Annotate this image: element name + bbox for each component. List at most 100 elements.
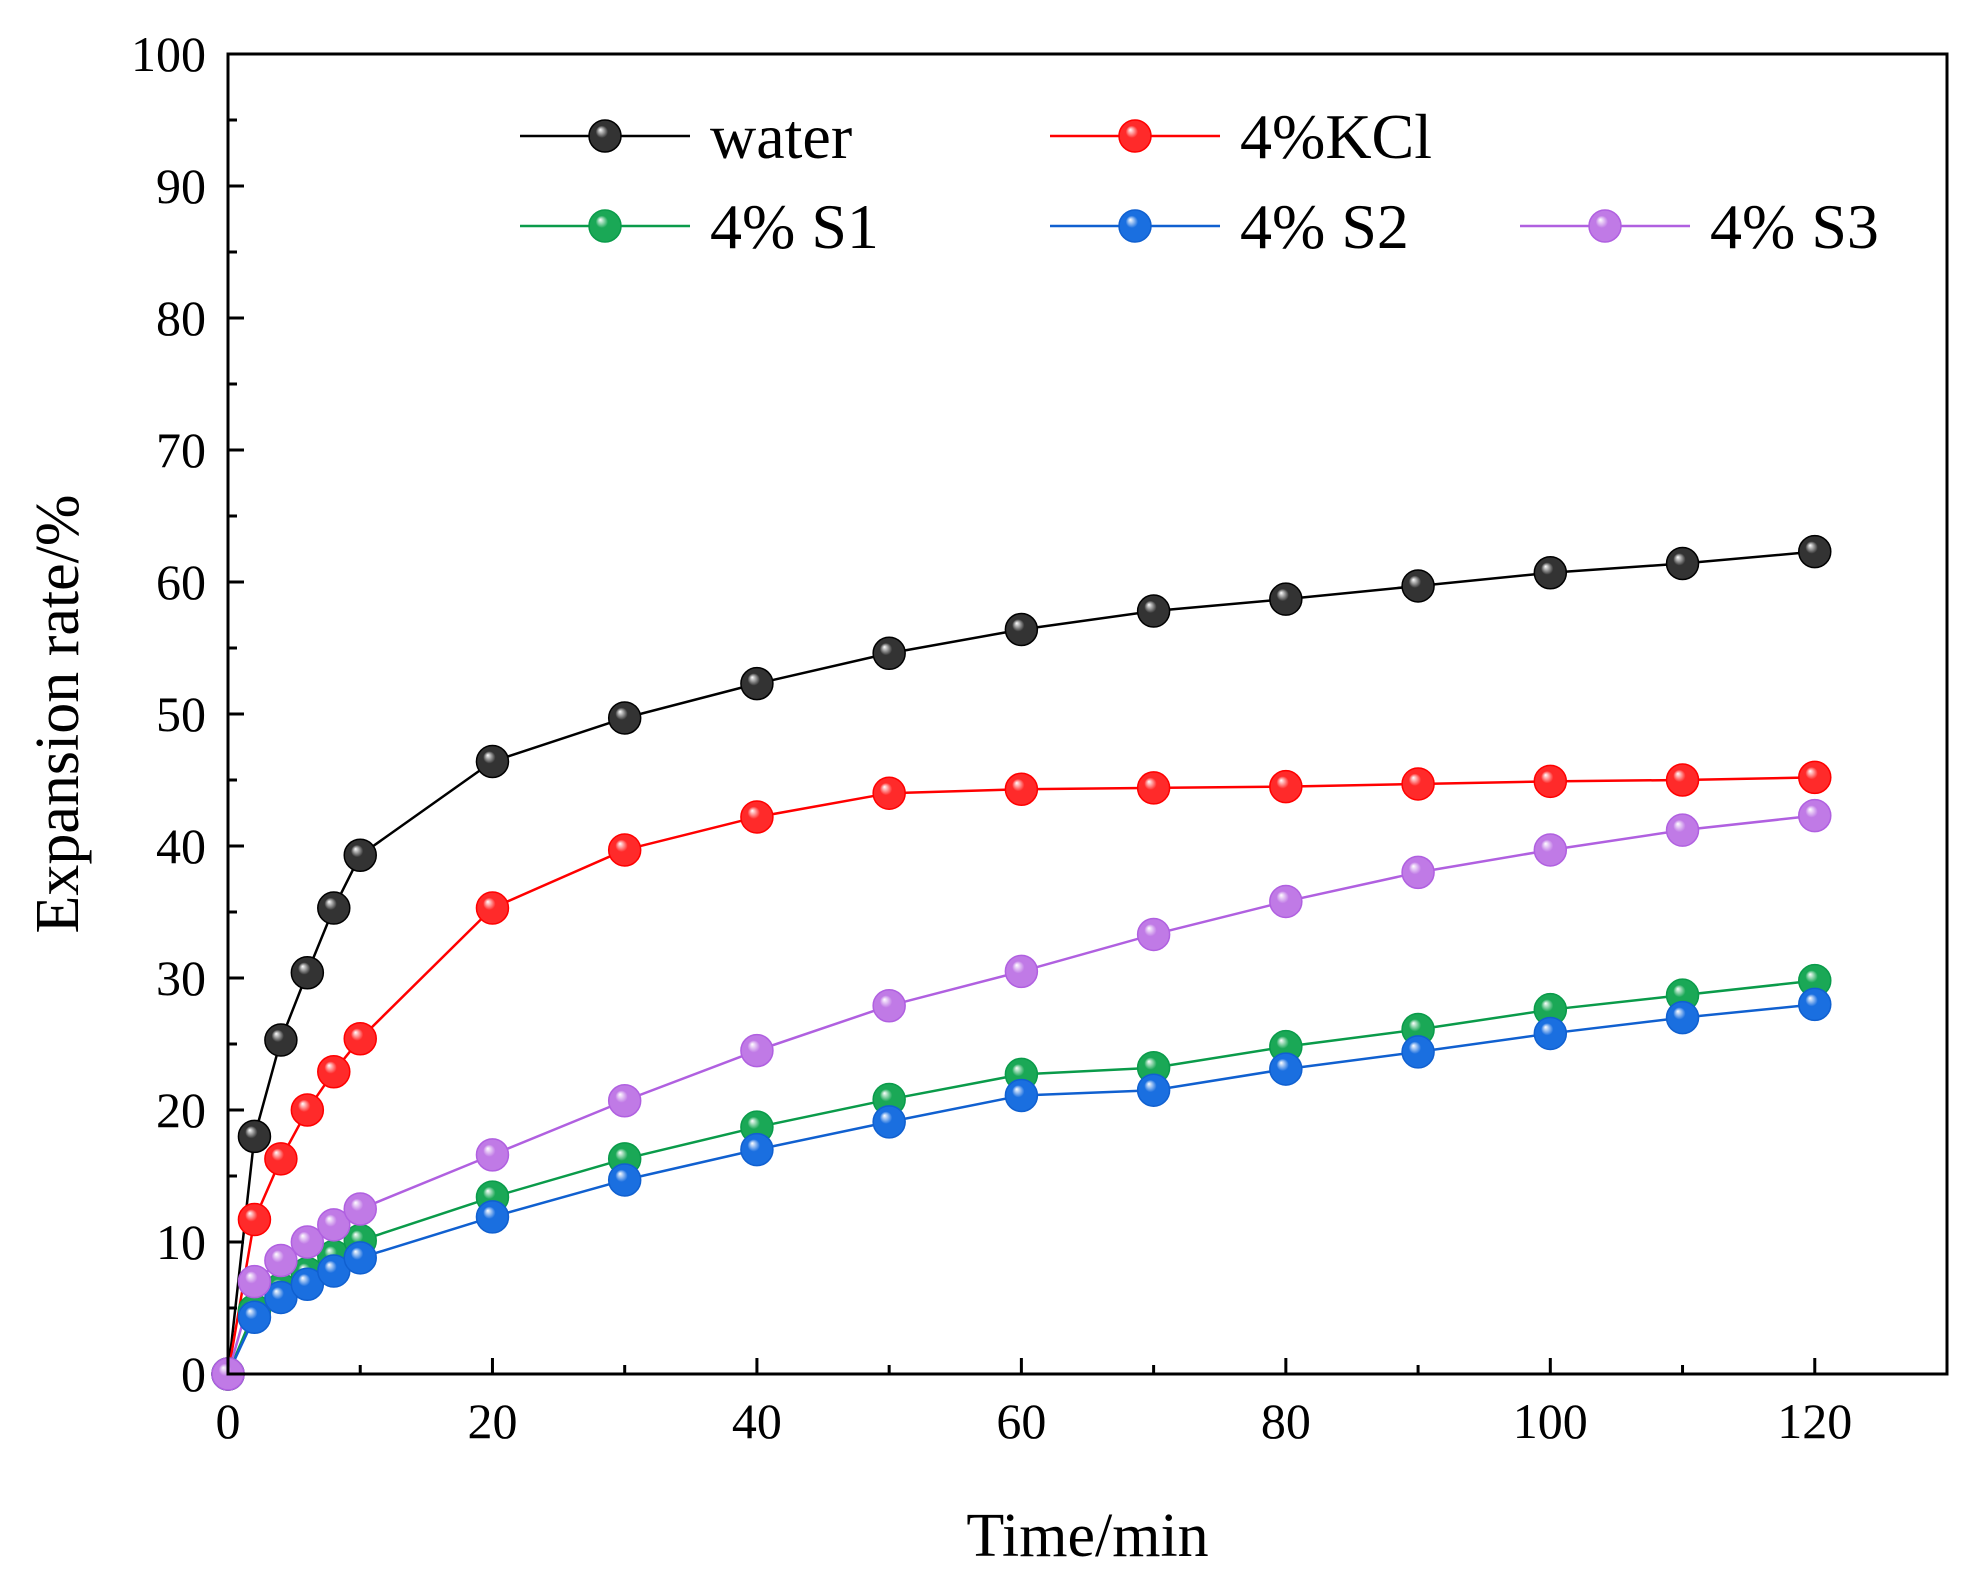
data-point [237,1300,272,1334]
series-line [226,979,1815,1375]
data-point [740,1033,774,1068]
y-tick-label: 80 [156,290,206,346]
legend-marker [1588,209,1622,243]
x-axis: 0 20 40 60 80 100 120 [216,1358,1852,1449]
data-point [290,955,325,990]
data-point [290,1225,325,1259]
data-point [290,1267,325,1301]
legend-marker [588,119,622,153]
data-point [237,1119,272,1154]
x-axis-title: Time/min [966,1502,1208,1570]
data-point [1665,813,1700,847]
data-point [607,833,642,867]
data-point [317,1254,351,1288]
legend: water 4%KCl 4% S1 4% S2 4% S3 [520,101,1879,262]
data-point [607,1163,642,1197]
y-tick-label: 0 [181,1346,206,1402]
data-point [1533,556,1568,590]
data-point [343,1192,377,1226]
y-tick-label: 30 [156,950,206,1006]
data-point [1269,769,1303,804]
data-point [1004,612,1039,647]
data-point [317,1054,351,1089]
legend-label: 4%KCl [1240,101,1432,172]
data-point [1004,954,1039,989]
data-point [264,1243,298,1278]
data-point [1533,833,1568,867]
x-tick-label: 40 [732,1393,782,1449]
data-point [317,891,351,925]
y-tick-label: 50 [156,686,206,742]
data-point [607,701,642,735]
data-point [475,891,510,925]
x-tick-label: 20 [467,1393,517,1449]
data-point [1798,987,1832,1022]
legend-label: 4% S1 [710,191,879,262]
plot-markers [211,534,1832,1391]
data-point [1136,917,1171,952]
y-tick-label: 10 [156,1214,206,1270]
data-point [1401,569,1435,603]
data-point [872,776,906,810]
legend-item: water [520,101,852,172]
data-point [1269,582,1303,616]
legend-label: water [710,101,852,172]
data-point [264,1142,298,1176]
data-point [264,1023,298,1057]
data-point [343,1241,377,1275]
data-point [1269,1052,1303,1086]
data-point [740,800,774,834]
y-axis: 0 10 20 30 40 50 60 70 80 90 100 [131,26,244,1402]
legend-marker [1118,209,1152,243]
data-point [1136,594,1171,628]
x-tick-label: 60 [996,1393,1046,1449]
data-point [1401,1035,1435,1069]
y-tick-label: 100 [131,26,206,82]
y-tick-label: 60 [156,554,206,610]
data-point [1798,798,1832,833]
x-tick-label: 120 [1777,1393,1852,1449]
data-point [264,1280,298,1315]
legend-item: 4% S1 [520,191,879,262]
data-point [475,1200,510,1234]
data-point [1004,772,1039,806]
y-tick-label: 20 [156,1082,206,1138]
y-tick-label: 90 [156,158,206,214]
data-point [872,636,906,671]
data-point [740,666,774,701]
data-point [1136,1073,1171,1107]
y-tick-label: 40 [156,818,206,874]
data-point [237,1264,272,1299]
data-point [872,988,906,1023]
data-point [343,838,377,872]
data-point [290,1093,325,1127]
data-point [475,1138,510,1172]
data-point [343,1021,377,1056]
data-point [1401,767,1435,801]
data-point [1269,884,1303,919]
data-point [1798,534,1832,569]
data-point [1136,771,1171,805]
data-point [317,1208,351,1242]
data-point [475,744,510,779]
data-point [237,1202,272,1237]
x-tick-label: 0 [216,1393,241,1449]
data-point [1533,1016,1568,1051]
legend-item: 4% S3 [1520,191,1879,262]
legend-item: 4%KCl [1050,101,1432,172]
plot-frame [226,52,1949,1376]
data-point [1533,764,1568,799]
data-point [1665,1000,1700,1035]
data-point [1004,1078,1039,1113]
data-point [872,1105,906,1139]
legend-item: 4% S2 [1050,191,1409,262]
data-point [740,1132,774,1167]
legend-label: 4% S2 [1240,191,1409,262]
legend-label: 4% S3 [1710,191,1879,262]
data-point [1665,546,1700,581]
data-point [607,1084,642,1118]
legend-marker [1118,119,1152,153]
x-tick-label: 100 [1513,1393,1588,1449]
data-point [1401,855,1435,890]
